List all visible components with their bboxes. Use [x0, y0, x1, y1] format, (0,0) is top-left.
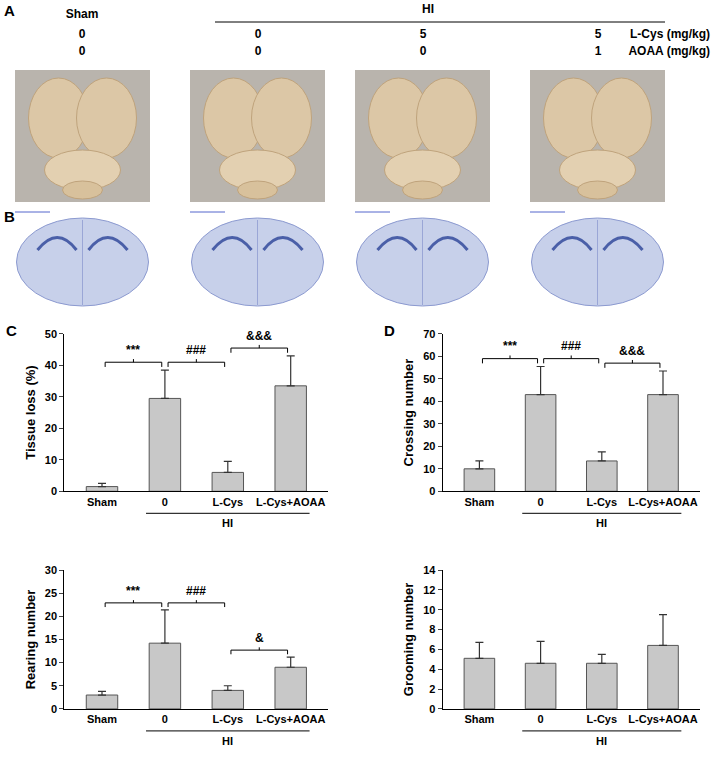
svg-text:8: 8: [429, 623, 435, 635]
svg-text:0: 0: [162, 713, 168, 725]
svg-text:6: 6: [429, 643, 435, 655]
svg-text:30: 30: [423, 418, 435, 430]
svg-text:70: 70: [423, 328, 435, 340]
svg-text:20: 20: [45, 610, 57, 622]
svg-text:20: 20: [45, 422, 57, 434]
svg-text:Crossing number: Crossing number: [401, 359, 416, 467]
svg-text:***: ***: [126, 343, 140, 357]
svg-text:HI: HI: [596, 735, 607, 747]
svg-text:2: 2: [429, 683, 435, 695]
svg-text:C: C: [6, 322, 17, 339]
svg-text:0: 0: [538, 713, 544, 725]
svg-text:25: 25: [45, 587, 57, 599]
svg-text:0: 0: [255, 27, 262, 41]
svg-text:12: 12: [423, 584, 435, 596]
svg-text:0: 0: [429, 485, 435, 497]
svg-text:30: 30: [45, 564, 57, 576]
svg-text:L-Cys+AOAA: L-Cys+AOAA: [256, 713, 325, 725]
svg-text:B: B: [4, 208, 15, 225]
svg-text:L-Cys+AOAA: L-Cys+AOAA: [628, 713, 697, 725]
svg-text:0: 0: [420, 44, 427, 58]
svg-text:10: 10: [423, 463, 435, 475]
svg-text:4: 4: [429, 663, 436, 675]
svg-text:Rearing number: Rearing number: [23, 590, 38, 690]
svg-text:###: ###: [186, 584, 206, 598]
svg-text:5: 5: [595, 27, 602, 41]
svg-text:D: D: [384, 322, 395, 339]
svg-text:L-Cys: L-Cys: [587, 713, 618, 725]
svg-text:###: ###: [186, 343, 206, 357]
svg-text:30: 30: [45, 391, 57, 403]
svg-text:***: ***: [503, 339, 517, 353]
svg-text:HI: HI: [422, 2, 434, 16]
svg-text:Sham: Sham: [87, 496, 117, 508]
svg-text:10: 10: [423, 604, 435, 616]
svg-text:0: 0: [429, 703, 435, 715]
svg-text:50: 50: [45, 328, 57, 340]
svg-text:A: A: [4, 2, 15, 19]
svg-text:&&&: &&&: [619, 344, 645, 358]
svg-text:5: 5: [420, 27, 427, 41]
svg-text:HI: HI: [596, 517, 607, 529]
svg-text:50: 50: [423, 373, 435, 385]
svg-text:5: 5: [51, 680, 57, 692]
svg-text:1: 1: [595, 44, 602, 58]
svg-text:Grooming number: Grooming number: [401, 583, 416, 696]
svg-text:Sham: Sham: [464, 713, 494, 725]
svg-text:Sham: Sham: [87, 713, 117, 725]
svg-text:L-Cys+AOAA: L-Cys+AOAA: [628, 496, 697, 508]
svg-text:L-Cys (mg/kg): L-Cys (mg/kg): [630, 27, 710, 41]
svg-text:HI: HI: [222, 735, 233, 747]
svg-text:15: 15: [45, 633, 57, 645]
svg-text:0: 0: [79, 44, 86, 58]
svg-text:14: 14: [423, 564, 436, 576]
svg-text:L-Cys: L-Cys: [213, 713, 244, 725]
svg-text:0: 0: [162, 496, 168, 508]
svg-text:40: 40: [423, 395, 435, 407]
svg-text:***: ***: [126, 584, 140, 598]
svg-text:0: 0: [51, 703, 57, 715]
svg-text:&: &: [255, 631, 264, 645]
svg-text:40: 40: [45, 359, 57, 371]
svg-text:10: 10: [45, 656, 57, 668]
svg-text:L-Cys+AOAA: L-Cys+AOAA: [256, 496, 325, 508]
svg-text:L-Cys: L-Cys: [587, 496, 618, 508]
svg-text:60: 60: [423, 350, 435, 362]
svg-text:Sham: Sham: [66, 7, 99, 21]
svg-text:10: 10: [45, 454, 57, 466]
svg-text:0: 0: [538, 496, 544, 508]
svg-text:20: 20: [423, 440, 435, 452]
svg-text:Tissue loss (%): Tissue loss (%): [23, 365, 38, 459]
svg-text:HI: HI: [222, 517, 233, 529]
svg-text:AOAA (mg/kg): AOAA (mg/kg): [628, 44, 710, 58]
svg-text:0: 0: [255, 44, 262, 58]
svg-text:Sham: Sham: [464, 496, 494, 508]
svg-text:0: 0: [51, 485, 57, 497]
svg-text:&&&: &&&: [246, 329, 272, 343]
svg-text:0: 0: [79, 27, 86, 41]
svg-text:###: ###: [561, 339, 581, 353]
svg-text:L-Cys: L-Cys: [213, 496, 244, 508]
